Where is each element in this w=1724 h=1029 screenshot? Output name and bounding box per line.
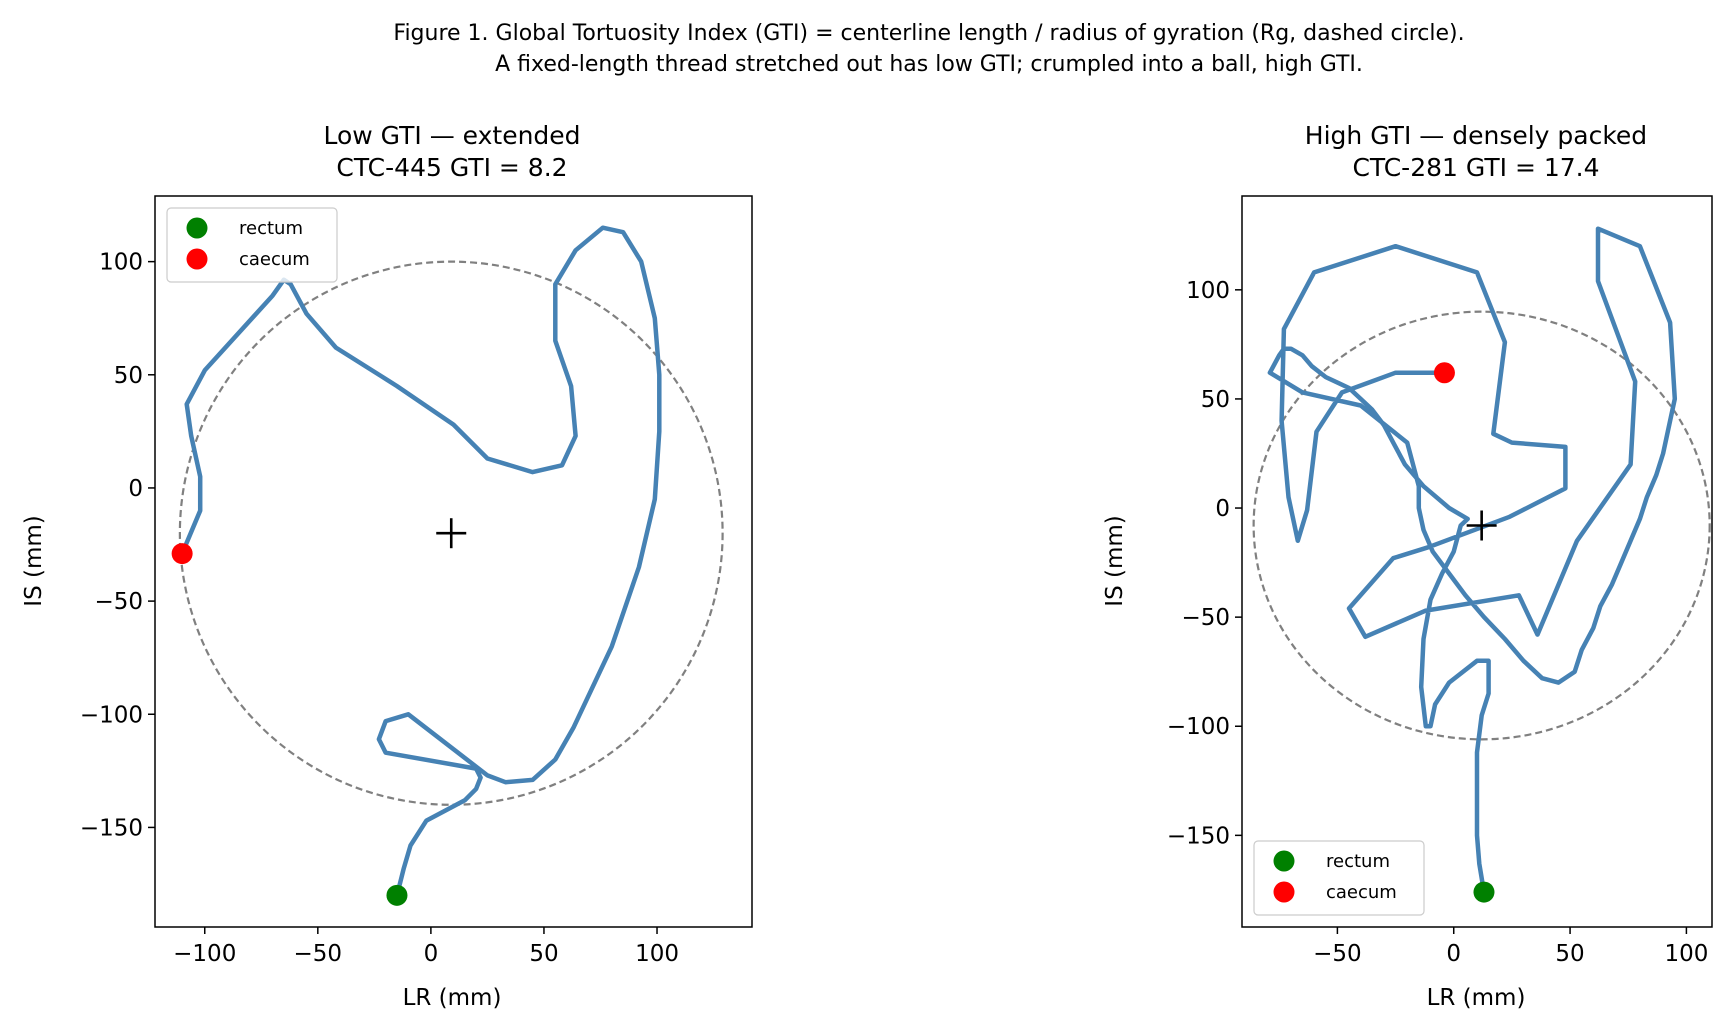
legend-rectum-marker (1273, 850, 1295, 872)
rg-circle (1252, 310, 1711, 741)
panel-high-gti: High GTI — densely packed CTC-281 GTI = … (1102, 121, 1713, 1011)
y-axis-label: IS (mm) (1102, 515, 1128, 606)
y-tick-label: 100 (1186, 278, 1230, 304)
x-tick-label: 50 (529, 941, 558, 967)
x-tick-label: −50 (1313, 941, 1362, 967)
legend-rectum-label: rectum (1326, 851, 1390, 872)
x-tick-label: 100 (1664, 941, 1708, 967)
panel-low-gti: Low GTI — extended CTC-445 GTI = 8.2 −10… (21, 121, 753, 1011)
y-tick-label: 50 (1201, 387, 1230, 413)
legend-caecum-marker (186, 248, 208, 270)
legend-rectum-marker (186, 217, 208, 239)
y-tick-label: −50 (1181, 605, 1230, 631)
legend-caecum-label: caecum (239, 249, 310, 270)
y-tick-label: −150 (1167, 823, 1230, 849)
centerline-path (1267, 226, 1678, 895)
x-tick-label: 0 (424, 941, 439, 967)
plot-area: −100 −50 0 50 100 100 50 0 −50 −100 −150 rectum caec… (80, 195, 753, 967)
axes-frame (154, 195, 753, 928)
plot-area: −50 0 50 100 100 50 0 −50 −100 −150 rectum caecum (1167, 195, 1713, 967)
x-tick-label: 100 (635, 941, 679, 967)
panel-title-line1: Low GTI — extended (323, 121, 580, 150)
x-tick-label: −100 (173, 941, 236, 967)
y-tick-label: −100 (80, 702, 143, 728)
y-tick-label: 50 (114, 363, 143, 389)
plot-content (1252, 226, 1711, 895)
legend-rectum-label: rectum (239, 218, 303, 239)
x-axis-label: LR (mm) (403, 985, 502, 1011)
caecum-marker (1433, 362, 1455, 384)
panel-title-line2: CTC-445 GTI = 8.2 (336, 153, 567, 182)
centerline-path (179, 225, 662, 898)
panel-title-line1: High GTI — densely packed (1305, 121, 1647, 150)
x-tick-label: −50 (294, 941, 343, 967)
legend-caecum-label: caecum (1326, 882, 1397, 903)
x-tick-label: 0 (1446, 941, 1461, 967)
legend-box (1253, 840, 1425, 916)
y-tick-label: 0 (128, 476, 143, 502)
legend-caecum-marker (1273, 881, 1295, 903)
figure-caption-line1: Figure 1. Global Tortuosity Index (GTI) … (393, 21, 1464, 46)
panel-title-line2: CTC-281 GTI = 17.4 (1352, 153, 1599, 182)
rg-circle (178, 260, 724, 806)
y-tick-label: −50 (94, 589, 143, 615)
rectum-marker (386, 884, 408, 906)
rectum-marker (1473, 881, 1495, 903)
axes-frame (1241, 195, 1713, 928)
x-axis-label: LR (mm) (1427, 985, 1526, 1011)
plot-content (178, 225, 724, 898)
legend-box (166, 207, 338, 283)
y-tick-label: 0 (1215, 496, 1230, 522)
figure-caption-line2: A fixed-length thread stretched out has … (495, 52, 1363, 77)
caecum-marker (171, 543, 193, 565)
y-axis-label: IS (mm) (21, 515, 47, 606)
y-tick-label: −150 (80, 815, 143, 841)
y-tick-label: −100 (1167, 714, 1230, 740)
y-tick-label: 100 (99, 250, 143, 276)
x-tick-label: 50 (1555, 941, 1584, 967)
